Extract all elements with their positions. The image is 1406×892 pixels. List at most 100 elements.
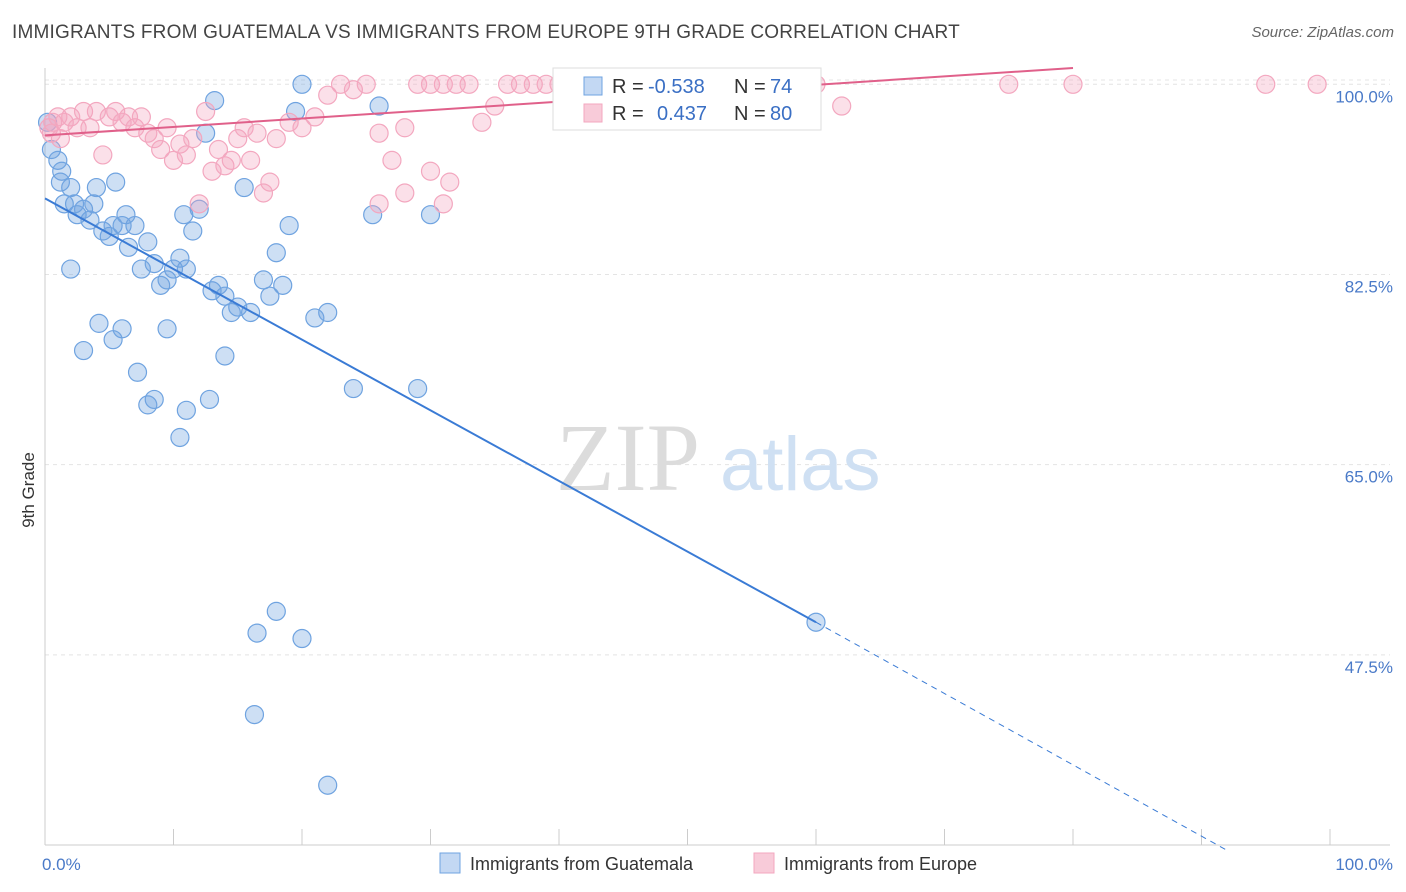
series-europe-points [39, 74, 1327, 214]
guatemala-point-58 [144, 389, 164, 410]
europe-point-9 [93, 145, 113, 165]
europe-point-21 [170, 134, 190, 154]
guatemala-point-49 [363, 205, 383, 225]
guatemala-point-19 [125, 215, 145, 236]
guatemala-point-63 [215, 346, 235, 366]
y-tick-labels: 100.0% 82.5% 65.0% 47.5% [1335, 87, 1393, 677]
europe-point-51 [459, 74, 479, 94]
europe-point-79 [433, 194, 453, 214]
guatemala-point-29 [183, 221, 203, 241]
legend-n-value-1: 80 [770, 103, 792, 125]
guatemala-point-11 [86, 177, 107, 198]
trend-line-guatemala-extension [815, 621, 1228, 851]
guatemala-point-64 [247, 623, 267, 643]
y-tick-label-3: 47.5% [1345, 658, 1393, 677]
europe-point-46 [395, 118, 415, 138]
guatemala-point-51 [61, 259, 81, 279]
europe-point-18 [151, 139, 171, 160]
guatemala-point-69 [369, 96, 389, 116]
europe-point-7 [80, 118, 100, 138]
europe-point-4 [61, 107, 81, 127]
guatemala-point-20 [131, 259, 151, 279]
x-tick-label-0: 0.0% [42, 855, 81, 874]
europe-point-40 [318, 85, 338, 105]
guatemala-point-65 [244, 704, 265, 725]
europe-point-25 [196, 101, 216, 122]
y-tick-label-0: 100.0% [1335, 87, 1393, 106]
europe-point-35 [260, 172, 280, 192]
legend-r-value-1: 0.437 [657, 103, 707, 125]
guatemala-point-8 [73, 199, 94, 219]
guatemala-point-26 [170, 248, 190, 268]
guatemala-point-21 [138, 232, 158, 252]
watermark-atlas: atlas [720, 422, 881, 507]
guatemala-point-53 [89, 313, 109, 333]
legend-r-label-0: R = [612, 76, 644, 98]
legend-bottom: Immigrants from Guatemala Immigrants fro… [439, 852, 977, 874]
guatemala-point-15 [106, 172, 126, 192]
legend-r-value-0: -0.538 [648, 76, 705, 98]
europe-point-43 [356, 74, 376, 94]
x-tick-label-1: 100.0% [1335, 855, 1393, 874]
europe-point-70 [999, 74, 1019, 94]
europe-point-72 [1256, 74, 1276, 94]
guatemala-point-10 [84, 194, 104, 214]
europe-point-26 [202, 161, 222, 181]
europe-point-37 [279, 112, 299, 132]
watermark: ZIP atlas [556, 404, 881, 511]
europe-point-45 [382, 150, 402, 170]
guatemala-point-40 [260, 286, 280, 306]
guatemala-point-30 [189, 199, 209, 219]
guatemala-point-37 [234, 177, 254, 198]
legend-bottom-swatch-guatemala [439, 852, 461, 874]
guatemala-point-44 [285, 101, 306, 122]
y-tick-label-2: 65.0% [1345, 468, 1393, 487]
guatemala-point-71 [420, 205, 441, 225]
legend-n-label-0: N = [734, 76, 766, 98]
guatemala-point-48 [343, 378, 363, 399]
watermark-zip: ZIP [556, 404, 700, 511]
legend-r-label-1: R = [612, 103, 644, 125]
europe-point-20 [163, 150, 184, 170]
guatemala-point-47 [318, 302, 338, 323]
guatemala-point-43 [279, 215, 299, 236]
europe-point-73 [1307, 74, 1327, 94]
europe-point-17 [144, 129, 164, 149]
europe-point-75 [50, 129, 71, 149]
europe-point-15 [131, 107, 151, 127]
europe-point-76 [420, 161, 441, 181]
legend-bottom-swatch-europe [753, 852, 775, 874]
europe-point-41 [330, 74, 351, 94]
europe-point-69 [832, 96, 852, 116]
legend-swatch-europe [583, 103, 603, 123]
guatemala-point-66 [266, 601, 286, 621]
legend-top: R = -0.538 N = 74 R = 0.437 N = 80 [552, 67, 822, 131]
guatemala-point-56 [127, 362, 148, 382]
guatemala-point-52 [73, 340, 94, 361]
europe-point-36 [266, 129, 286, 149]
europe-point-80 [369, 194, 389, 214]
axes [44, 68, 1390, 846]
y-tick-label-1: 82.5% [1345, 277, 1393, 296]
guatemala-point-59 [157, 319, 177, 339]
guatemala-point-70 [408, 378, 428, 399]
x-tick-labels: 0.0% 100.0% [42, 855, 1393, 874]
y-axis-label: 9th Grade [19, 452, 38, 528]
europe-point-52 [472, 112, 492, 132]
guatemala-point-68 [318, 775, 338, 795]
europe-point-44 [369, 123, 389, 143]
europe-point-24 [189, 194, 209, 214]
europe-point-34 [253, 183, 274, 203]
europe-point-27 [208, 139, 229, 160]
guatemala-point-62 [199, 389, 220, 410]
series-guatemala-points [37, 74, 826, 795]
guatemala-point-2 [48, 150, 68, 170]
chart-title: IMMIGRANTS FROM GUATEMALA VS IMMIGRANTS … [12, 22, 960, 43]
source-label: Source: ZipAtlas.com [1251, 24, 1394, 41]
guatemala-point-41 [266, 243, 286, 263]
guatemala-point-50 [52, 161, 72, 181]
legend-n-label-1: N = [734, 103, 766, 125]
europe-point-42 [343, 80, 363, 100]
guatemala-point-46 [305, 308, 325, 328]
